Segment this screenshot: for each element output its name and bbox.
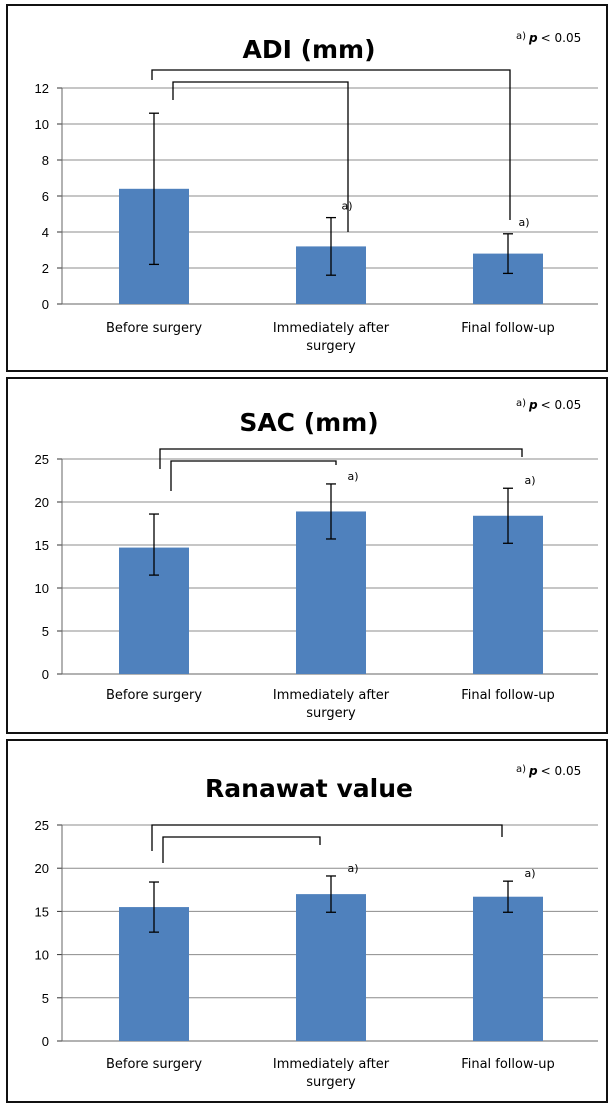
significance-marker: a) (524, 474, 535, 487)
y-tick-label: 5 (42, 624, 49, 639)
significance-note: a) p < 0.05 (516, 398, 581, 412)
y-tick-label: 25 (35, 818, 49, 833)
category-label-3: Final follow-up (461, 321, 555, 336)
bar-2 (296, 894, 366, 1041)
sac-chart-panel: SAC (mm) a) p < 0.05 0 5 10 15 20 25 Before surger… (6, 377, 608, 734)
category-label-2: Immediately after surgery (273, 321, 390, 354)
category-label-1: Before surgery (106, 1057, 202, 1072)
comparison-bracket-outer (151, 824, 503, 851)
significance-note: a) p < 0.05 (516, 764, 581, 778)
category-label-3: Final follow-up (461, 688, 555, 703)
chart-title: SAC (mm) (239, 408, 378, 437)
category-label-2: Immediately after surgery (273, 1057, 390, 1090)
comparison-bracket-outer (151, 69, 511, 220)
ranawat-chart: Ranawat value a) p < 0.05 0 5 10 15 20 25 Before s… (35, 764, 598, 1090)
y-tick-label: 2 (42, 261, 49, 276)
chart-title: ADI (mm) (242, 35, 375, 64)
significance-marker: a) (347, 862, 358, 875)
y-tick-label: 5 (42, 991, 49, 1006)
y-tick-label: 12 (35, 81, 49, 96)
adi-chart: ADI (mm) a) p < 0.05 0 2 4 6 8 10 12 Before surgery… (35, 31, 598, 354)
y-tick-label: 0 (42, 667, 49, 682)
y-tick-label: 10 (35, 117, 49, 132)
comparison-bracket-inner (170, 460, 337, 491)
sac-chart: SAC (mm) a) p < 0.05 0 5 10 15 20 25 Before surger… (35, 398, 598, 721)
y-tick-label: 20 (35, 861, 49, 876)
y-tick-label: 0 (42, 1034, 49, 1049)
significance-marker: a) (341, 200, 352, 213)
category-label-3: Final follow-up (461, 1057, 555, 1072)
category-label-1: Before surgery (106, 688, 202, 703)
significance-marker: a) (518, 216, 529, 229)
significance-note: a) p < 0.05 (516, 31, 581, 45)
y-tick-label: 0 (42, 297, 49, 312)
significance-marker: a) (524, 867, 535, 880)
y-tick-label: 8 (42, 153, 49, 168)
chart-title: Ranawat value (205, 774, 413, 803)
y-tick-label: 15 (35, 904, 49, 919)
significance-marker: a) (347, 470, 358, 483)
y-tick-label: 4 (42, 225, 49, 240)
bar-3 (473, 896, 543, 1041)
y-tick-label: 6 (42, 189, 49, 204)
y-tick-label: 25 (35, 452, 49, 467)
comparison-bracket-outer (159, 448, 523, 469)
category-label-1: Before surgery (106, 321, 202, 336)
comparison-bracket-inner (172, 81, 349, 232)
y-tick-label: 10 (35, 948, 49, 963)
ranawat-chart-panel: Ranawat value a) p < 0.05 0 5 10 15 20 25 Before s… (6, 739, 608, 1103)
y-tick-label: 10 (35, 581, 49, 596)
adi-chart-panel: ADI (mm) a) p < 0.05 0 2 4 6 8 10 12 Before surgery… (6, 4, 608, 372)
y-tick-label: 20 (35, 495, 49, 510)
category-label-2: Immediately after surgery (273, 688, 390, 721)
comparison-bracket-inner (162, 836, 321, 863)
y-tick-label: 15 (35, 538, 49, 553)
